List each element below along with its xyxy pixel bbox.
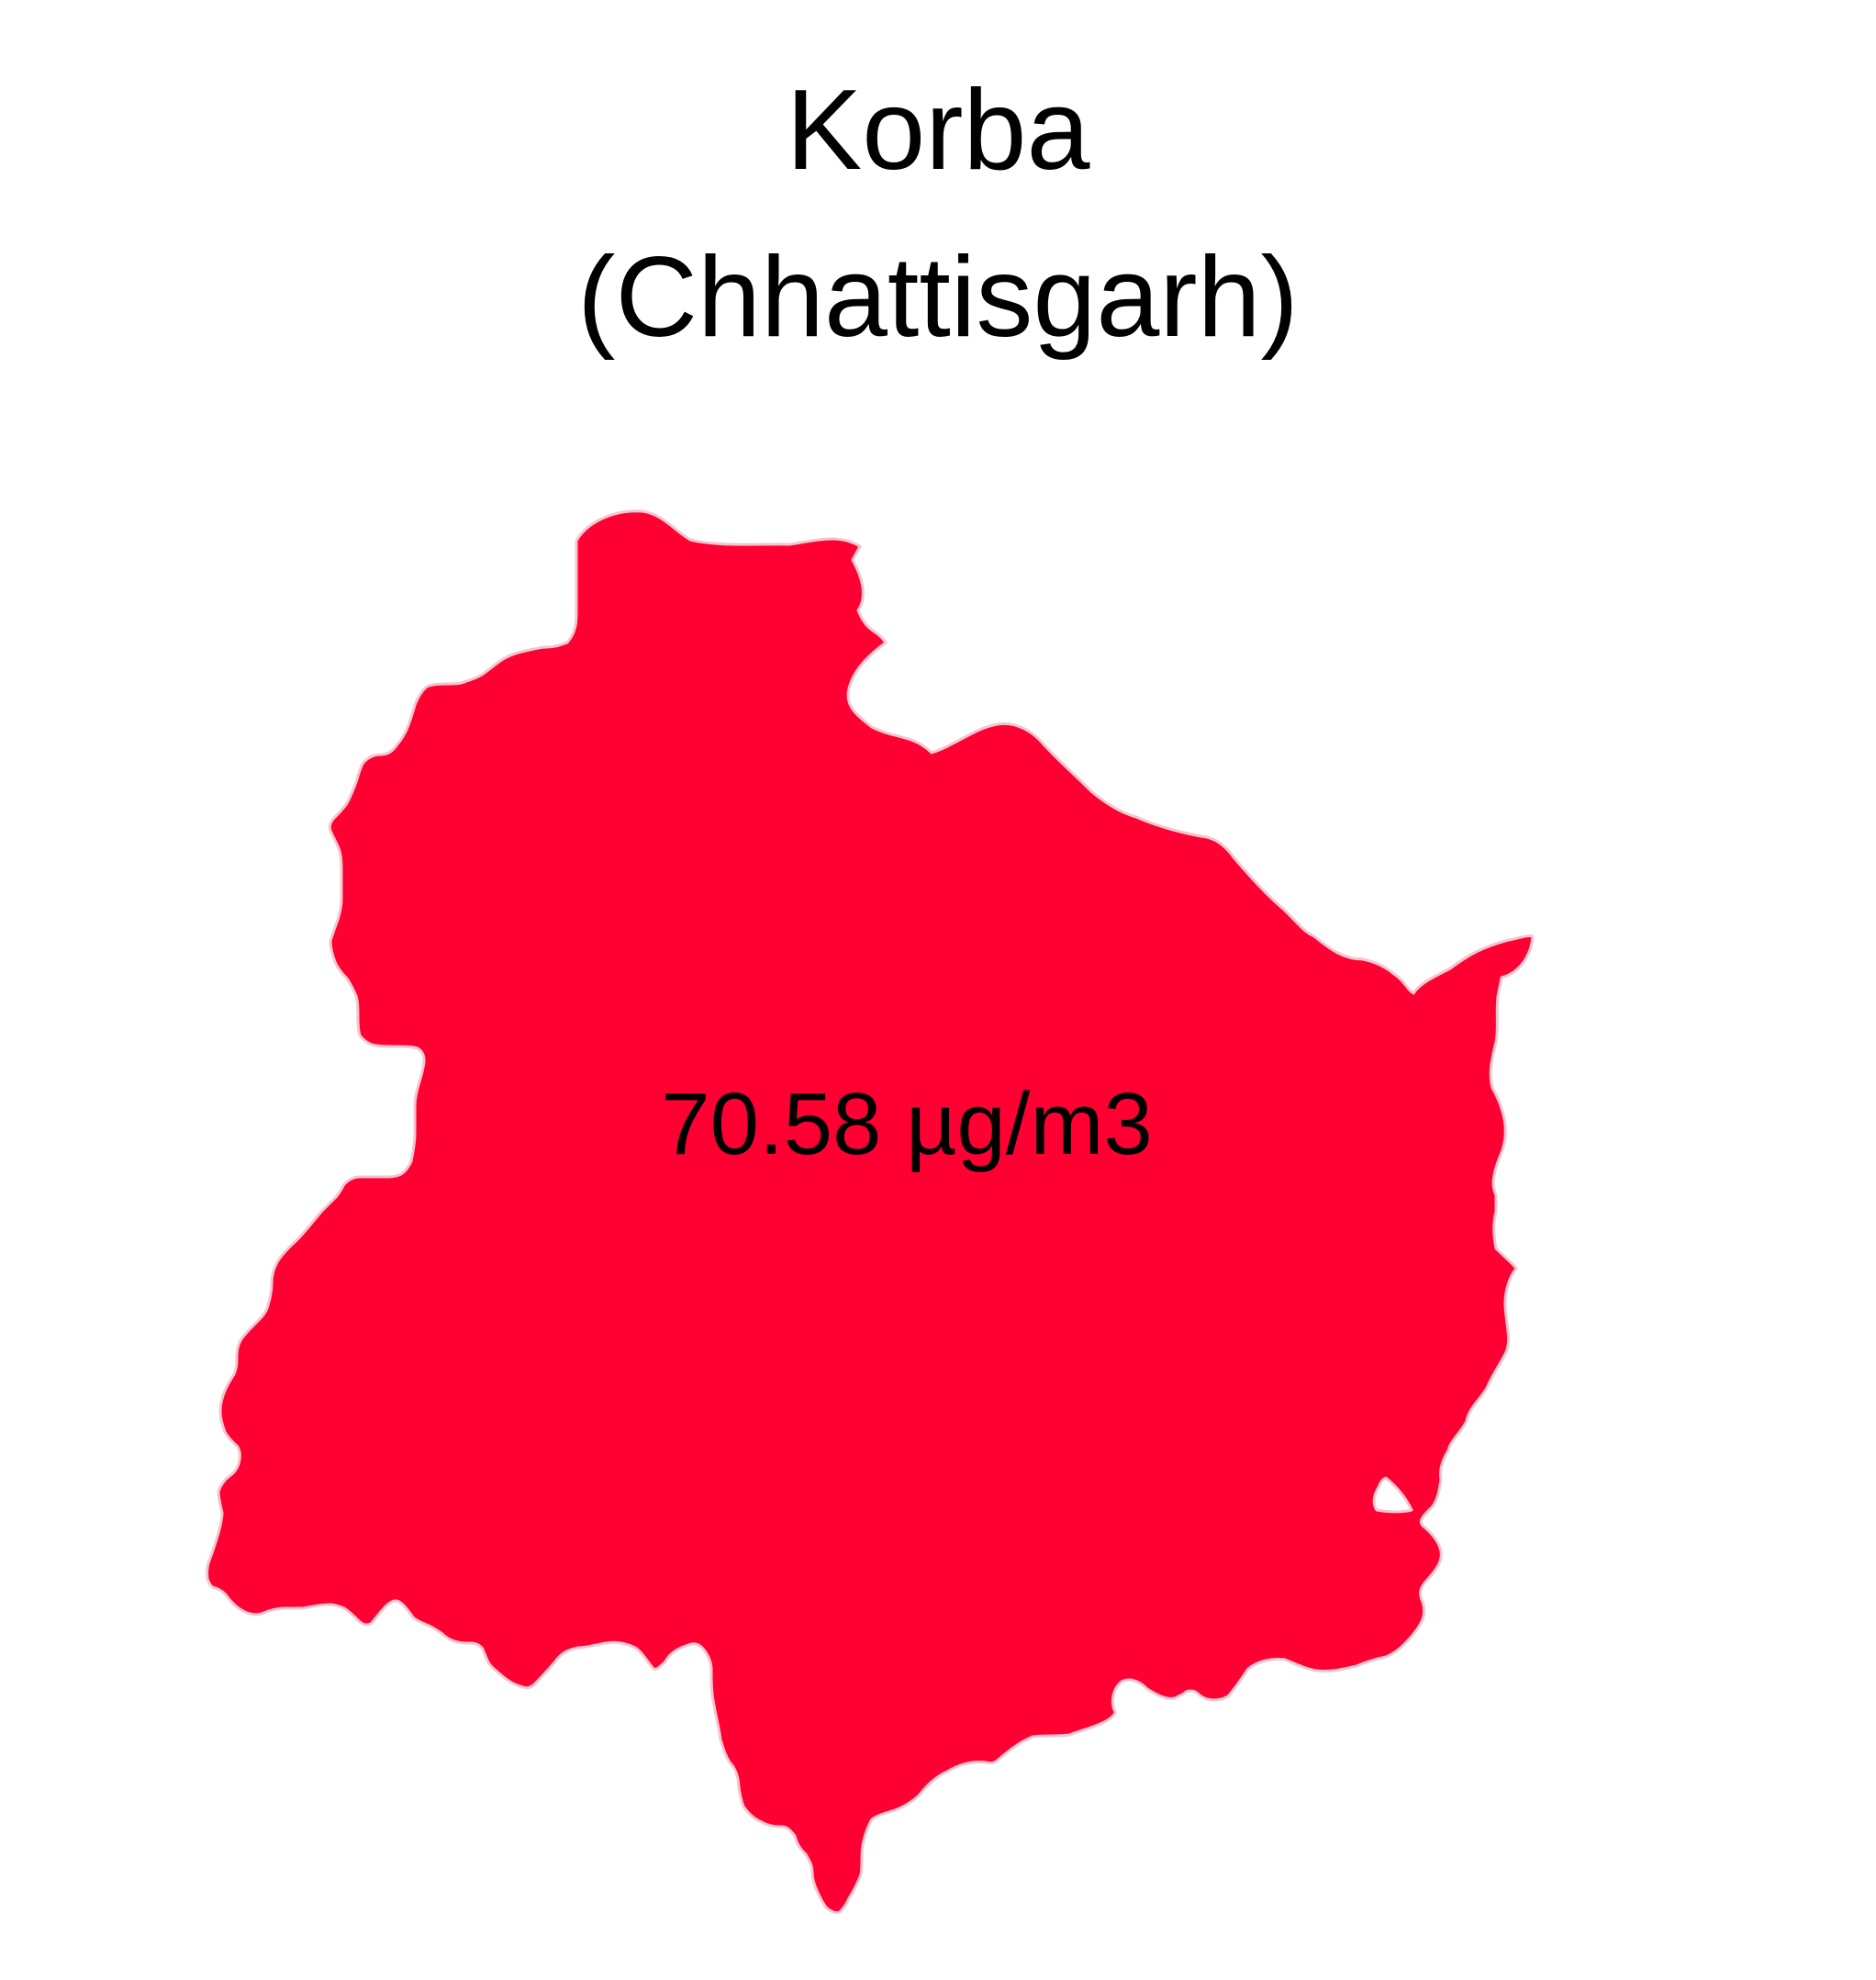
district-value-label: 70.58 µg/m3	[661, 1075, 1153, 1173]
district-boundary	[206, 509, 1535, 1915]
map-title: Korba	[786, 67, 1090, 194]
map-subtitle: (Chhattisgarh)	[577, 234, 1299, 361]
